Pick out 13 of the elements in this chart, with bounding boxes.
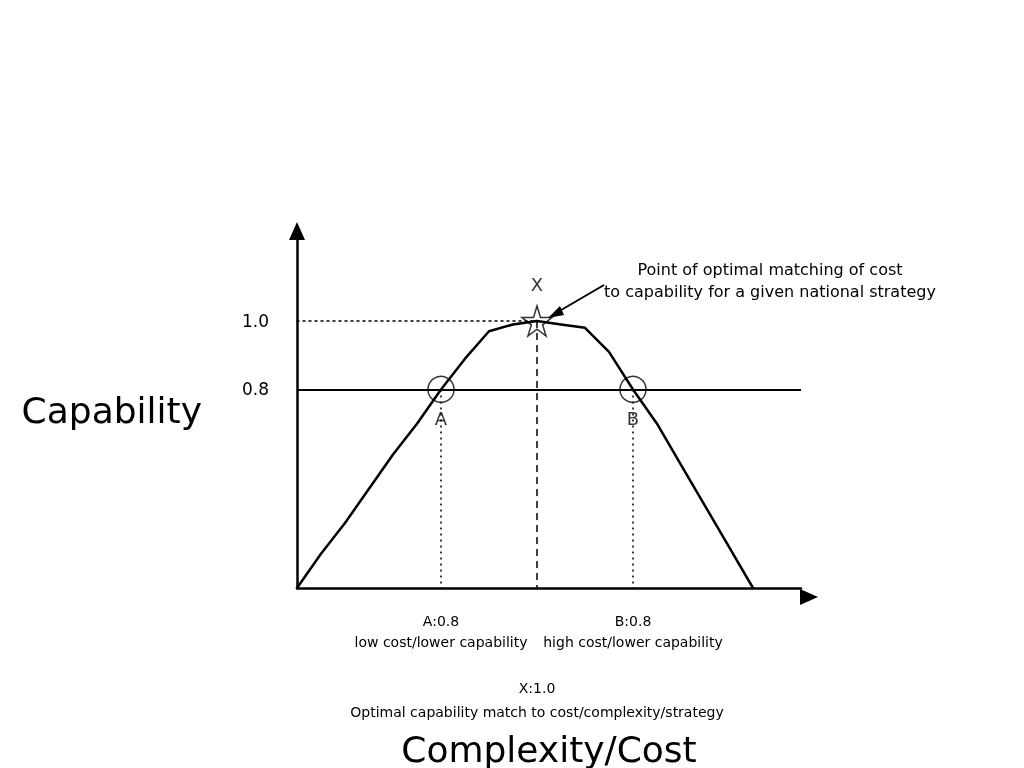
text: high cost/lower capability bbox=[543, 634, 723, 650]
annotation: Point of optimal matching of cost to capability for a given national strategy bbox=[604, 259, 936, 301]
y-tick-label: 1.0 bbox=[241, 311, 269, 331]
data-label: B bbox=[626, 407, 640, 429]
text: low cost/lower capability bbox=[354, 634, 528, 650]
text: Optimal capability match to cost/complexity/strategy bbox=[350, 704, 724, 720]
text: B:0.8 bbox=[614, 613, 652, 629]
y-tick-label: 0.8 bbox=[241, 379, 269, 400]
data-label: X bbox=[530, 273, 544, 295]
y-axis-title: Capability bbox=[21, 389, 202, 431]
data-label: A bbox=[434, 407, 448, 429]
text: X:1.0 bbox=[518, 680, 556, 696]
text: A:0.8 bbox=[422, 613, 460, 629]
